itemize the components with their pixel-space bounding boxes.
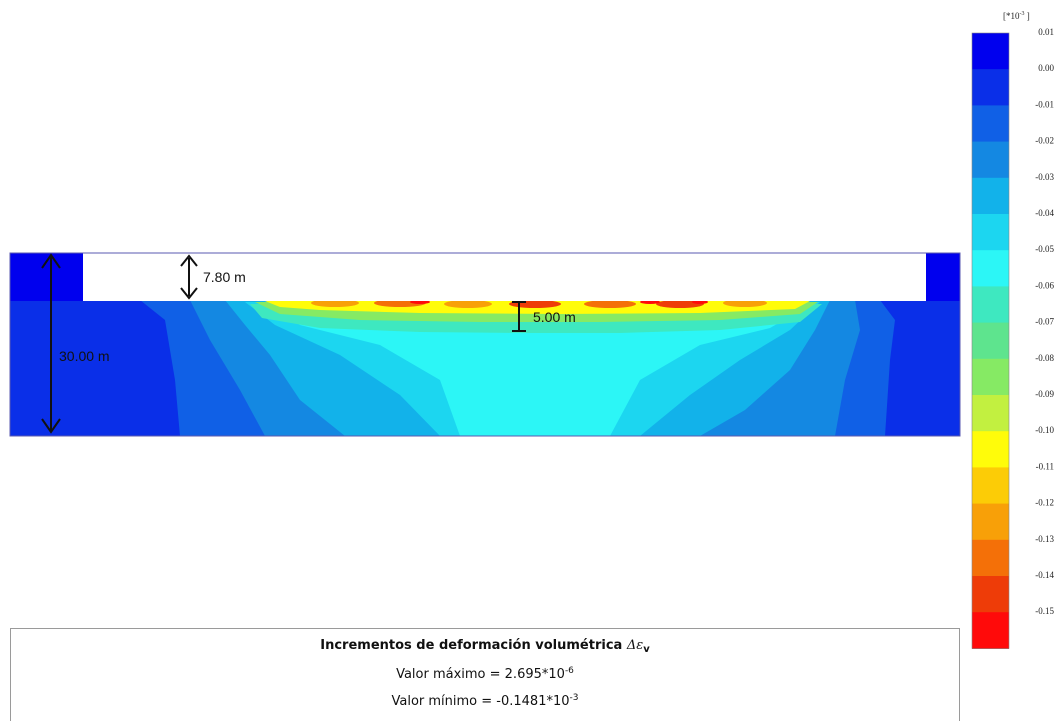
- legend-tick-label: -0.12: [1035, 498, 1054, 508]
- legend-tick-label: 0.01: [1038, 27, 1054, 37]
- legend-tick-label: -0.13: [1035, 534, 1054, 544]
- legend-tick-label: -0.07: [1035, 317, 1054, 327]
- result-info-box: Incrementos de deformación volumétrica Δ…: [10, 628, 960, 721]
- legend-swatch: [972, 142, 1009, 179]
- legend-swatches: [972, 33, 1009, 649]
- legend-swatch: [972, 33, 1009, 70]
- legend-swatch: [972, 540, 1009, 577]
- legend-swatch: [972, 504, 1009, 541]
- legend-tick-label: -0.09: [1035, 389, 1054, 399]
- legend-swatch: [972, 286, 1009, 323]
- legend-swatch: [972, 250, 1009, 287]
- legend-swatch: [972, 178, 1009, 215]
- legend-tick-label: -0.05: [1035, 244, 1054, 254]
- max-value-line: Valor máximo = 2.695*10-6: [11, 666, 959, 682]
- legend-swatch: [972, 359, 1009, 396]
- legend-swatch: [972, 612, 1009, 649]
- legend-tick-label: -0.01: [1035, 99, 1054, 109]
- soil-contour-plot: [10, 253, 960, 436]
- legend-swatch: [972, 576, 1009, 613]
- legend-swatch: [972, 69, 1009, 106]
- legend-tick-label: -0.11: [1036, 461, 1054, 471]
- legend-tick-label: -0.06: [1035, 280, 1054, 290]
- legend-tick-label: -0.08: [1035, 353, 1054, 363]
- legend-ticks: 0.01 0.00 -0.01 -0.02 -0.03 -0.04 -0.05 -0.06 -0…: [1035, 27, 1054, 616]
- color-legend: [*10-3 ] 0.01 0.00 -0.01 -0.02 -0.03 -0.04 -0.…: [972, 11, 1055, 649]
- legend-tick-label: -0.02: [1035, 136, 1054, 146]
- result-title: Incrementos de deformación volumétrica Δ…: [11, 638, 959, 655]
- legend-tick-label: 0.00: [1038, 63, 1054, 73]
- legend-swatch: [972, 395, 1009, 432]
- legend-unit: [*10-3 ]: [1003, 11, 1030, 21]
- right-wall-region: [926, 253, 960, 301]
- legend-swatch: [972, 105, 1009, 142]
- legend-tick-label: -0.04: [1035, 208, 1054, 218]
- legend-swatch: [972, 214, 1009, 251]
- legend-tick-label: -0.10: [1035, 425, 1054, 435]
- legend-tick-label: -0.03: [1035, 172, 1054, 182]
- excavation-depth-label: 7.80 m: [203, 269, 246, 285]
- legend-tick-label: -0.14: [1035, 570, 1054, 580]
- layer-thickness-label: 5.00 m: [533, 309, 576, 325]
- legend-swatch: [972, 431, 1009, 468]
- model-depth-label: 30.00 m: [59, 348, 110, 364]
- legend-swatch: [972, 323, 1009, 360]
- legend-swatch: [972, 467, 1009, 504]
- min-value-line: Valor mínimo = -0.1481*10-3: [11, 693, 959, 709]
- legend-tick-label: -0.15: [1035, 606, 1054, 616]
